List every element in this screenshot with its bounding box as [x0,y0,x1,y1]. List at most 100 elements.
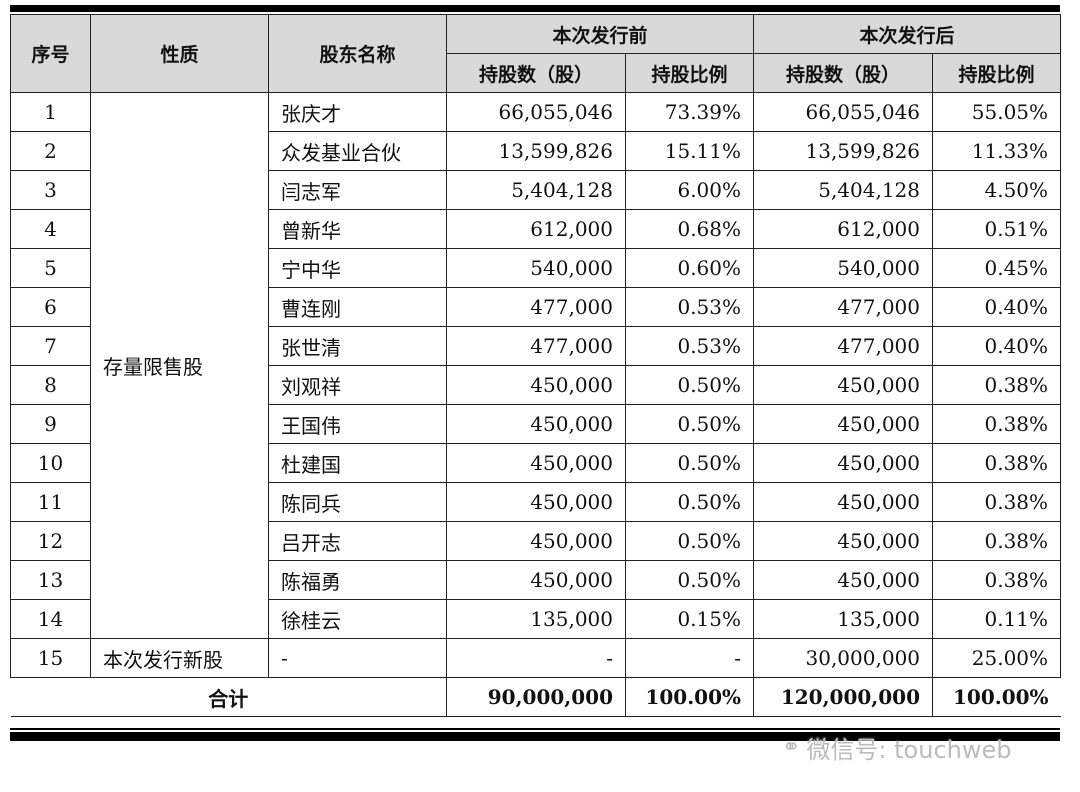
cell-before-ratio: 6.00% [624,170,755,210]
cell-no: 10 [10,443,91,483]
table-row: 10 杜建国 450,000 0.50% 450,000 0.38% [10,443,1062,483]
total-label: 合计 [10,677,447,717]
total-after-shares: 120,000,000 [753,677,934,717]
cell-after-ratio: 0.38% [932,560,1062,600]
cell-after-ratio: 0.38% [932,443,1062,483]
cell-after-ratio: 55.05% [932,92,1062,132]
header-before-ratio: 持股比例 [624,53,755,93]
cell-before-shares: 450,000 [446,404,626,444]
cell-nature: 存量限售股 [90,92,269,639]
cell-name: 张庆才 [268,92,447,132]
cell-before-shares: 66,055,046 [446,92,626,132]
table-row-total: 合计 90,000,000 100.00% 120,000,000 100.00% [10,677,1061,717]
cell-before-ratio: 0.68% [624,209,755,249]
cell-after-ratio: 0.38% [932,365,1062,405]
cell-before-shares: - [446,638,626,678]
cell-before-ratio: 0.50% [624,404,755,444]
cell-after-shares: 450,000 [753,443,934,483]
cell-before-shares: 450,000 [446,560,626,600]
cell-before-shares: 477,000 [446,287,626,327]
total-before-ratio: 100.00% [624,677,755,717]
cell-after-shares: 450,000 [753,482,934,522]
cell-before-ratio: 0.50% [624,443,755,483]
cell-after-ratio: 0.38% [932,482,1062,522]
cell-name: 刘观祥 [268,365,447,405]
cell-nature: 本次发行新股 [90,638,269,678]
cell-no: 14 [10,599,91,639]
table-row: 8 刘观祥 450,000 0.50% 450,000 0.38% [10,365,1062,405]
cell-no: 3 [10,170,91,210]
cell-after-ratio: 25.00% [932,638,1062,678]
cell-name: 陈福勇 [268,560,447,600]
cell-no: 9 [10,404,91,444]
cell-no: 7 [10,326,91,366]
cell-before-ratio: - [624,638,755,678]
cell-before-shares: 13,599,826 [446,131,626,171]
shareholding-table: 序号 性质 股东名称 本次发行前 本次发行后 持股数（股） 持股比例 持股数（股… [10,14,1062,717]
table-row: 9 王国伟 450,000 0.50% 450,000 0.38% [10,404,1062,444]
cell-name: 徐桂云 [268,599,447,639]
cell-after-shares: 477,000 [753,287,934,327]
table-row: 7 张世清 477,000 0.53% 477,000 0.40% [10,326,1062,366]
cell-before-shares: 135,000 [446,599,626,639]
header-nature: 性质 [90,14,269,93]
total-after-ratio: 100.00% [932,677,1061,717]
cell-name: 吕开志 [268,521,447,561]
cell-after-ratio: 0.11% [932,599,1062,639]
cell-no: 5 [10,248,91,288]
table-row: 3 闫志军 5,404,128 6.00% 5,404,128 4.50% [10,170,1062,210]
header-before: 本次发行前 [445,14,755,54]
cell-after-ratio: 0.38% [932,404,1062,444]
cell-after-ratio: 0.38% [932,521,1062,561]
header-after-shares: 持股数（股） [753,53,934,93]
top-rule [10,5,1060,12]
bottom-rule [10,730,1060,741]
cell-before-ratio: 0.50% [624,560,755,600]
cell-after-shares: 450,000 [753,521,934,561]
table-row: 1 存量限售股 张庆才 66,055,046 73.39% 66,055,046 55.05… [10,92,1062,639]
wechat-icon: ⚭ [782,735,801,760]
cell-after-ratio: 0.45% [932,248,1062,288]
cell-before-ratio: 73.39% [624,92,755,132]
cell-no: 15 [10,638,91,678]
cell-before-shares: 450,000 [446,521,626,561]
cell-before-shares: 450,000 [446,365,626,405]
cell-name: - [268,638,447,678]
cell-name: 王国伟 [268,404,447,444]
cell-no: 4 [10,209,91,249]
cell-before-ratio: 15.11% [624,131,755,171]
cell-after-ratio: 0.40% [932,287,1062,327]
cell-before-ratio: 0.15% [624,599,755,639]
table-row: 13 陈福勇 450,000 0.50% 450,000 0.38% [10,560,1062,600]
table-row-new-shares: 15 本次发行新股 - - -30,000,000 25.00% [10,638,1062,678]
cell-after-shares: 135,000 [753,599,934,639]
cell-before-shares: 5,404,128 [446,170,626,210]
cell-before-ratio: 0.50% [624,482,755,522]
header-after: 本次发行后 [753,14,1062,54]
header-holder: 股东名称 [268,14,447,93]
table-row: 11 陈同兵 450,000 0.50% 450,000 0.38% [10,482,1062,522]
cell-after-shares: 5,404,128 [753,170,934,210]
total-before-shares: 90,000,000 [446,677,626,717]
cell-before-shares: 540,000 [446,248,626,288]
cell-name: 闫志军 [268,170,447,210]
cell-after-shares: 450,000 [753,560,934,600]
cell-before-ratio: 0.50% [624,365,755,405]
header-after-ratio: 持股比例 [932,53,1062,93]
cell-after-shares: 540,000 [753,248,934,288]
cell-before-ratio: 0.50% [624,521,755,561]
cell-after-ratio: 11.33% [932,131,1062,171]
watermark: ⚭ 微信号: touchweb [782,730,1012,765]
cell-name: 众发基业合伙 [268,131,447,171]
cell-after-shares: 30,000,000 [753,638,934,678]
cell-name: 宁中华 [268,248,447,288]
cell-after-shares: 612,000 [753,209,934,249]
cell-after-shares: 450,000 [753,365,934,405]
cell-before-ratio: 0.60% [624,248,755,288]
cell-after-shares: 13,599,826 [753,131,934,171]
cell-no: 11 [10,482,91,522]
cell-name: 张世清 [268,326,447,366]
cell-after-shares: 477,000 [753,326,934,366]
cell-before-shares: 450,000 [446,443,626,483]
cell-no: 6 [10,287,91,327]
